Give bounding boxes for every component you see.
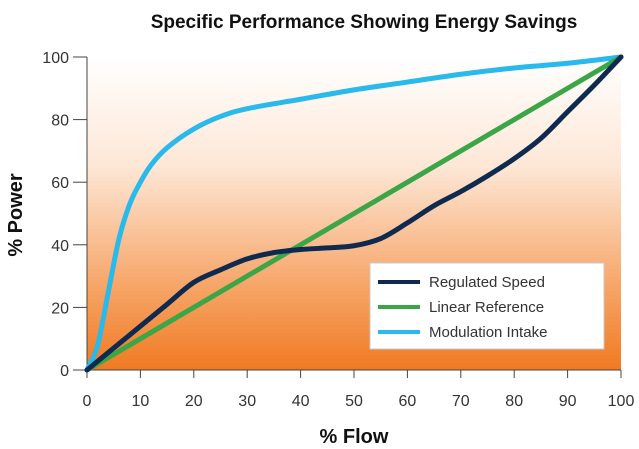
x-tick-label: 70 [452, 393, 470, 410]
legend-label-linear-reference: Linear Reference [429, 299, 544, 316]
y-tick-label: 40 [51, 238, 69, 255]
series-line-regulated-speed [84, 54, 624, 373]
chart-title: Specific Performance Showing Energy Savi… [151, 12, 578, 33]
y-axis-label: % Power [5, 173, 27, 257]
x-tick-label: 20 [185, 393, 203, 410]
y-tick-label: 20 [51, 300, 69, 317]
x-tick-label: 90 [559, 393, 577, 410]
x-tick-label: 40 [292, 393, 310, 410]
legend: Regulated Speed Linear Reference Modulat… [369, 262, 605, 350]
series-line-modulation-intake [84, 54, 624, 373]
x-tick-label: 50 [345, 393, 363, 410]
x-tick-label: 10 [132, 393, 150, 410]
x-axis-label: % Flow [320, 426, 389, 448]
x-tick-label: 0 [83, 393, 92, 410]
series-group [84, 54, 624, 373]
x-tick-label: 80 [505, 393, 523, 410]
series-line-linear-reference [84, 54, 624, 373]
x-tick-label: 30 [238, 393, 256, 410]
y-tick-label: 100 [42, 50, 69, 67]
x-tick-label: 100 [608, 393, 635, 410]
y-tick-label: 60 [51, 175, 69, 192]
legend-label-modulation-intake: Modulation Intake [429, 324, 547, 341]
x-tick-label: 60 [399, 393, 417, 410]
legend-label-regulated-speed: Regulated Speed [429, 274, 545, 291]
y-tick-label: 0 [60, 363, 69, 380]
x-axis: 0 10 20 30 40 50 60 70 80 90 100 [83, 369, 635, 410]
y-axis: 0 20 40 60 80 100 [42, 50, 88, 380]
y-tick-label: 80 [51, 113, 69, 130]
